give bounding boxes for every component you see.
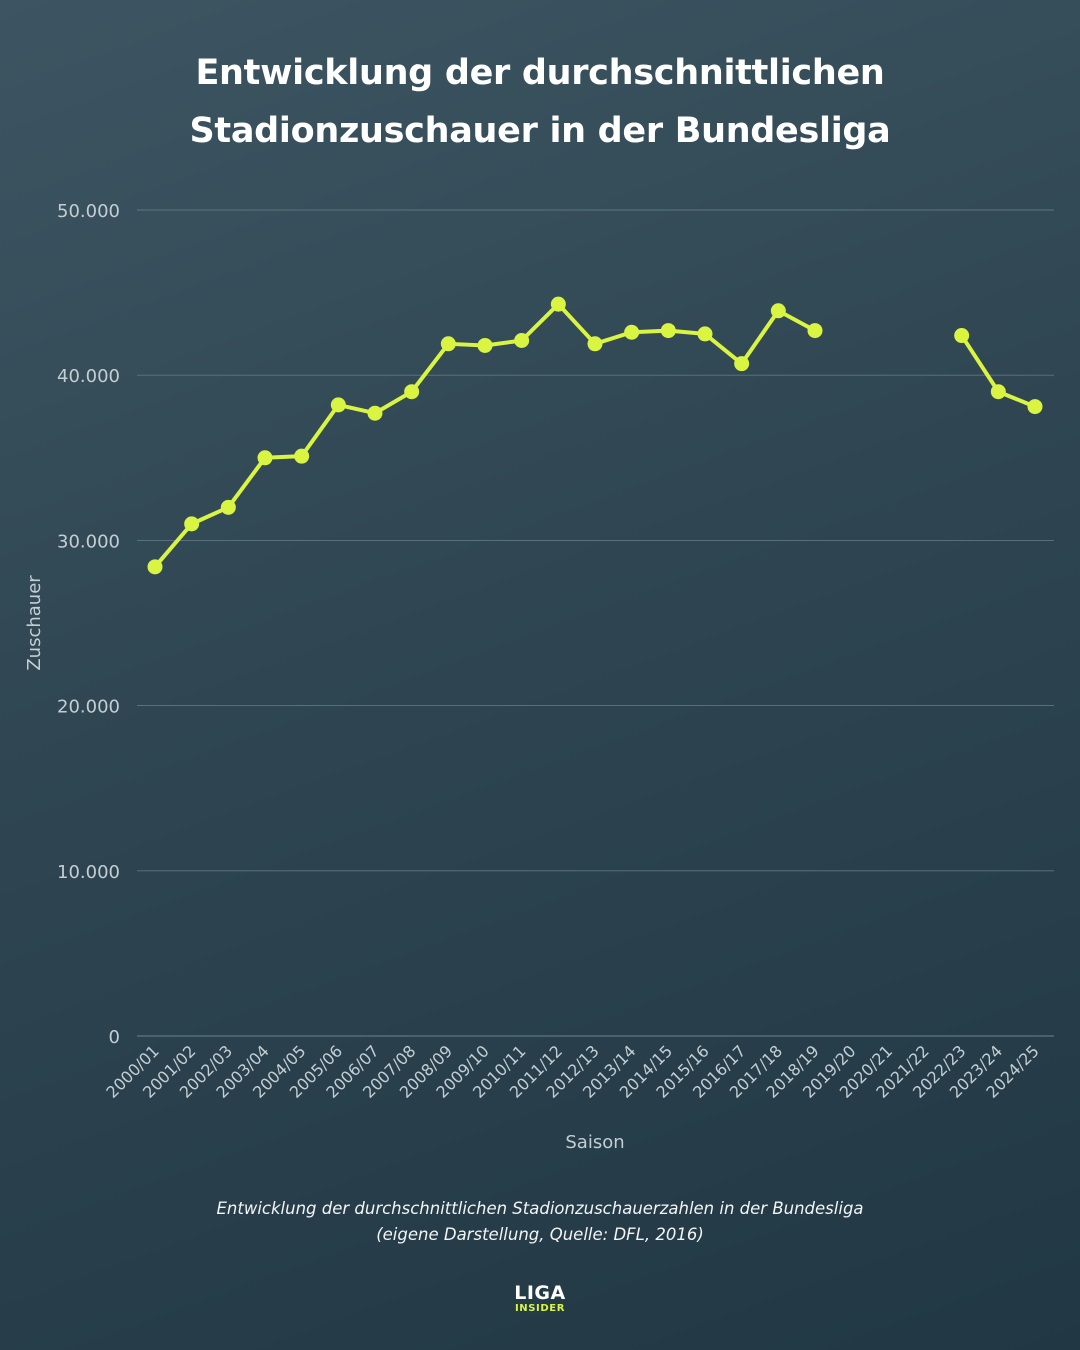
series-points xyxy=(147,296,1043,575)
data-point xyxy=(330,397,346,413)
data-point xyxy=(770,303,786,319)
data-point xyxy=(404,384,420,400)
data-point xyxy=(477,337,493,353)
data-point xyxy=(147,559,163,575)
data-point xyxy=(184,516,200,532)
data-point xyxy=(440,336,456,352)
data-point xyxy=(990,384,1006,400)
data-point xyxy=(220,499,236,515)
y-tick-label: 20.000 xyxy=(57,697,120,718)
chart-title: Entwicklung der durchschnittlichen Stadi… xyxy=(0,44,1080,160)
chart-title-line-2: Stadionzuschauer in der Bundesliga xyxy=(189,111,891,151)
data-point xyxy=(587,336,603,352)
data-point xyxy=(257,450,273,466)
caption-line-2: (eigene Darstellung, Quelle: DFL, 2016) xyxy=(376,1225,704,1244)
y-tick-label: 50.000 xyxy=(57,201,120,222)
logo-text-bottom: INSIDER xyxy=(514,1303,566,1314)
x-axis-label: Saison xyxy=(565,1132,624,1153)
data-point xyxy=(697,326,713,342)
liga-insider-logo: LIGA INSIDER xyxy=(0,1284,1080,1314)
data-point xyxy=(1027,399,1043,415)
chart-title-line-1: Entwicklung der durchschnittlichen xyxy=(195,53,885,93)
data-point xyxy=(624,324,640,340)
data-point xyxy=(807,323,823,339)
y-axis-tick-labels: 0 10.000 20.000 30.000 40.000 50.000 xyxy=(57,201,120,1048)
data-point xyxy=(514,333,530,349)
y-axis-label: Zuschauer xyxy=(24,575,45,671)
data-point xyxy=(660,323,676,339)
data-point xyxy=(550,296,566,312)
y-tick-label: 10.000 xyxy=(57,862,120,883)
data-point xyxy=(367,405,383,421)
data-point xyxy=(734,356,750,372)
data-point xyxy=(294,448,310,464)
y-tick-label: 0 xyxy=(109,1027,120,1048)
chart-caption: Entwicklung der durchschnittlichen Stadi… xyxy=(0,1196,1080,1248)
x-axis-tick-labels: 2000/012001/022002/032003/042004/052005/… xyxy=(102,1041,1042,1101)
gridlines xyxy=(137,209,1054,1037)
data-point xyxy=(954,328,970,344)
logo-text-top: LIGA xyxy=(514,1282,566,1304)
y-tick-label: 40.000 xyxy=(57,366,120,387)
caption-line-1: Entwicklung der durchschnittlichen Stadi… xyxy=(216,1199,864,1218)
y-tick-label: 30.000 xyxy=(57,531,120,552)
